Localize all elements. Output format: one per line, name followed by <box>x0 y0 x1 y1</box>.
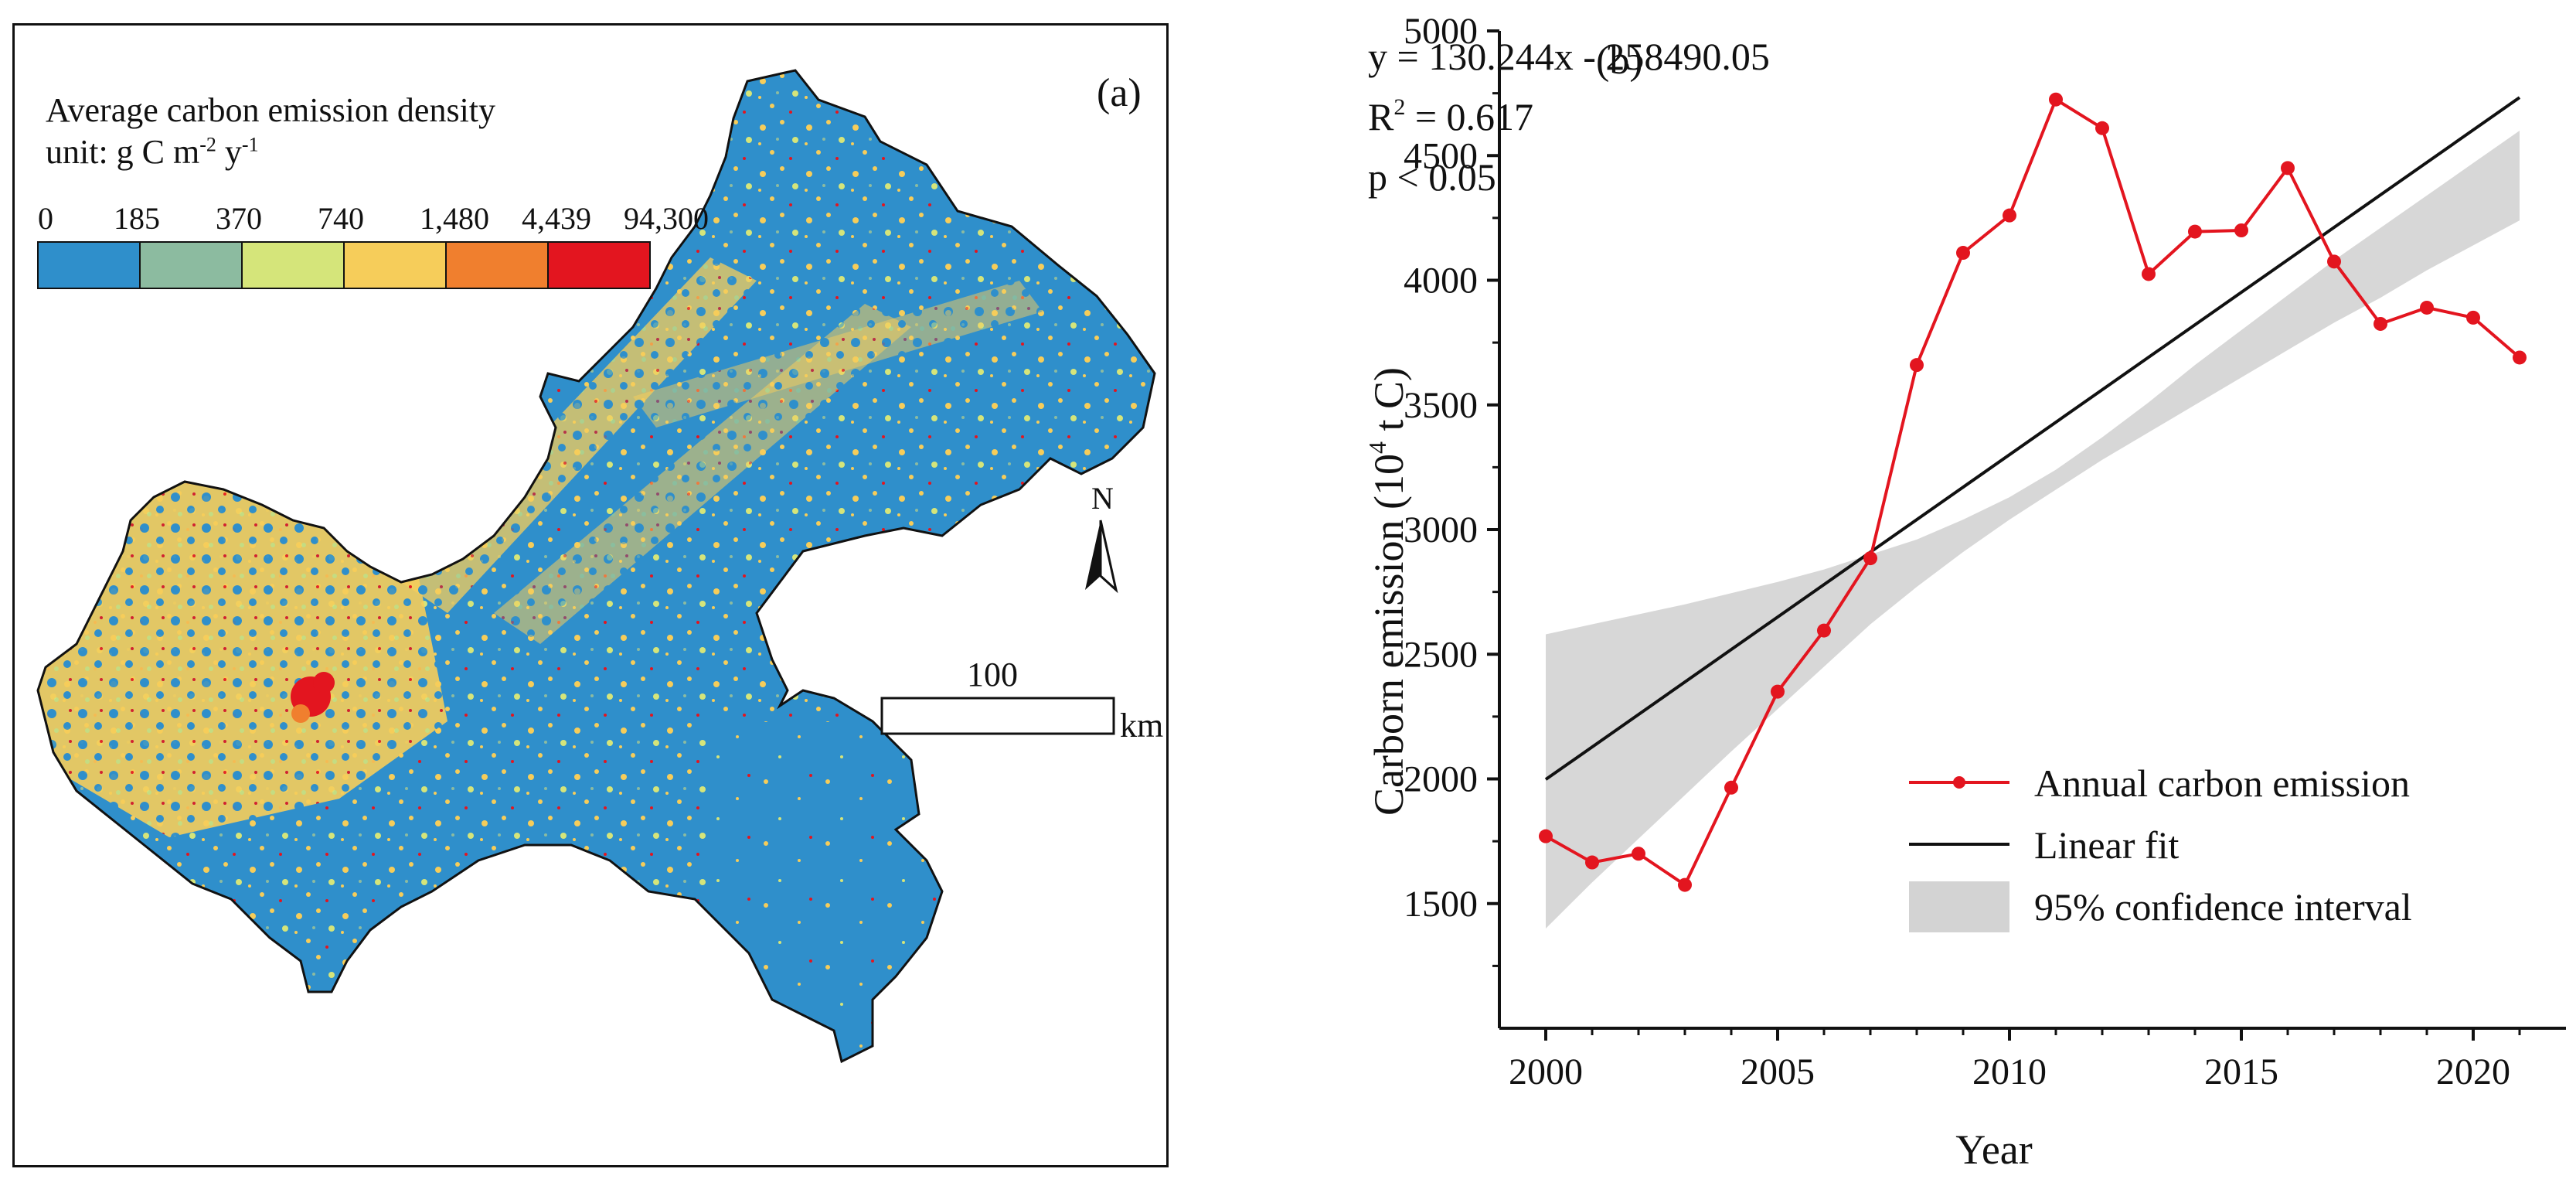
r2-exp: 2 <box>1393 94 1405 120</box>
x-tick-label: 2020 <box>2436 1051 2510 1092</box>
legend-ci-label: 95% confidence interval <box>2034 885 2412 929</box>
data-point <box>1956 246 1970 261</box>
north-arrow-icon <box>1085 520 1118 594</box>
x-tick-label: 2010 <box>1972 1051 2047 1092</box>
scale-label: 100 <box>967 656 1018 693</box>
data-point <box>1863 551 1877 566</box>
x-axis-label: Year <box>1955 1126 2033 1173</box>
data-point <box>2281 161 2295 175</box>
legend-fit-label: Linear fit <box>2034 823 2180 867</box>
data-point <box>2374 316 2387 331</box>
legend-unit-exp2: -1 <box>241 133 259 156</box>
y-axis-label: Carborn emission (104 t C) <box>1363 367 1412 816</box>
data-point <box>1910 358 1924 373</box>
legend-swatch-5 <box>547 241 651 289</box>
data-point <box>1585 855 1599 870</box>
data-point <box>1817 623 1831 638</box>
region-fill <box>38 70 1155 1061</box>
r-squared: R2 = 0.617 <box>1368 94 1533 138</box>
legend-swatch-3 <box>343 241 447 289</box>
data-point <box>1724 780 1738 795</box>
y-label-exp: 4 <box>1363 441 1391 454</box>
data-point <box>1678 877 1692 892</box>
data-point <box>2003 208 2016 223</box>
y-tick-label: 2500 <box>1404 634 1478 675</box>
legend-break-label: 1,480 <box>420 201 489 236</box>
fit-equation: y = 130.244x - 258490.05 <box>1368 35 1770 78</box>
scale-unit: km <box>1120 707 1164 745</box>
fit-line-path <box>1544 96 2521 781</box>
p-value: p < 0.05 <box>1368 155 1496 199</box>
y-tick-label: 4000 <box>1404 261 1478 302</box>
legend-break-label: 0 <box>38 201 53 236</box>
legend-color-bar <box>37 241 651 289</box>
y-label-suffix: t C) <box>1366 367 1412 441</box>
data-point <box>2095 121 2109 135</box>
legend-swatch-2 <box>241 241 345 289</box>
r2-suffix: = 0.617 <box>1405 95 1533 138</box>
legend-break-label: 370 <box>216 201 262 236</box>
series-layer <box>1539 92 2527 892</box>
x-tick-label: 2000 <box>1509 1051 1583 1092</box>
legend-break-label: 740 <box>318 201 364 236</box>
data-point <box>1632 847 1645 861</box>
y-tick-label: 3000 <box>1404 509 1478 550</box>
map-svg <box>36 69 1156 1064</box>
map-panel: (a) Average carbon emission density unit… <box>12 23 1169 1167</box>
line-chart: 2000 2005 2010 2015 2020 1500 2000 2500 3000 3500… <box>1363 11 2566 1173</box>
ci-band-area <box>1546 131 2520 929</box>
axes <box>1498 31 2566 1030</box>
data-point <box>1771 684 1785 699</box>
legend-break-label: 4,439 <box>522 201 591 236</box>
legend-unit-mid: y <box>216 133 242 171</box>
fit-line <box>1544 96 2521 781</box>
region-outline <box>36 69 1156 1064</box>
north-label: N <box>1091 481 1114 516</box>
y-label-prefix: Carborn emission (10 <box>1366 454 1412 816</box>
data-point <box>2142 267 2156 281</box>
data-point <box>2513 350 2527 365</box>
data-point <box>2466 310 2480 325</box>
legend-series-marker <box>1953 776 1965 789</box>
r2-prefix: R <box>1368 95 1394 138</box>
legend-unit-exp1: -2 <box>199 133 216 156</box>
y-tick-label: 5000 <box>1404 11 1478 52</box>
legend-unit: unit: g C m-2 y-1 <box>46 132 259 172</box>
x-tick-label: 2015 <box>2204 1051 2278 1092</box>
y-tick-label: 4500 <box>1404 135 1478 176</box>
panel-a-label: (a) <box>1097 71 1142 115</box>
data-point <box>1539 829 1553 843</box>
confidence-band <box>1546 131 2520 929</box>
legend-break-label: 185 <box>114 201 160 236</box>
legend-swatch-0 <box>37 241 141 289</box>
panel-b-label: (b) <box>1596 39 1643 83</box>
legend-ci-swatch <box>1909 881 2009 932</box>
data-point <box>2327 254 2341 269</box>
legend-unit-prefix: unit: g C m <box>46 133 200 171</box>
legend-swatch-1 <box>139 241 243 289</box>
legend-title: Average carbon emission density <box>46 91 496 129</box>
legend-break-label: 94,300 <box>624 201 709 236</box>
data-point <box>2234 223 2248 237</box>
scale-bar <box>880 697 1115 735</box>
x-tick-label: 2005 <box>1741 1051 1815 1092</box>
y-tick-label: 1500 <box>1404 884 1478 925</box>
ticks: 2000 2005 2010 2015 2020 1500 2000 2500 3000 3500… <box>1404 11 2521 1092</box>
data-point <box>2049 92 2063 107</box>
data-point <box>2188 224 2202 239</box>
legend-swatch-4 <box>445 241 549 289</box>
legend-series-label: Annual carbon emission <box>2034 762 2410 805</box>
y-tick-label: 3500 <box>1404 385 1478 426</box>
series-line <box>1545 97 2521 888</box>
data-point <box>2420 300 2434 315</box>
y-tick-label: 2000 <box>1404 759 1478 800</box>
chart-legend: Annual carbon emission Linear fit 95% co… <box>1909 762 2412 932</box>
